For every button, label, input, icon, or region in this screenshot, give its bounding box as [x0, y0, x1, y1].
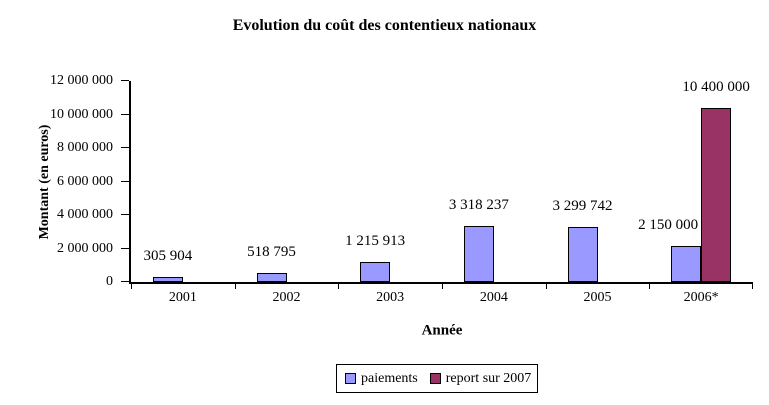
y-axis-tick: [121, 147, 129, 148]
legend-item-paiements: paiements: [345, 370, 418, 386]
bar-value-label: 10 400 000: [682, 79, 750, 95]
bar-value-label: 3 318 237: [448, 197, 509, 213]
legend-label: paiements: [361, 370, 418, 386]
bar-value-label: 518 795: [247, 244, 296, 260]
legend-swatch-icon: [345, 373, 356, 384]
x-axis-tick: [649, 284, 650, 289]
legend-label: report sur 2007: [445, 370, 532, 386]
y-axis-tick: [121, 214, 129, 215]
bar-value-label: 2 150 000: [638, 217, 699, 233]
y-tick-label: 6 000 000: [57, 174, 113, 189]
bar-paiements: [256, 273, 287, 282]
legend: paiements report sur 2007: [336, 364, 538, 393]
y-tick-label: 2 000 000: [57, 241, 113, 256]
bar-paiements: [152, 277, 183, 282]
x-axis-tick: [131, 284, 132, 289]
x-axis-tick: [442, 284, 443, 289]
x-tick-label: 2003: [376, 290, 405, 305]
x-tick-label: 2002: [272, 290, 301, 305]
x-tick-label: 2004: [479, 290, 508, 305]
x-tick-label: 2005: [583, 290, 612, 305]
y-axis-line: [129, 81, 131, 284]
x-axis-tick: [546, 284, 547, 289]
y-axis-tick: [121, 80, 129, 81]
y-tick-label: 0: [106, 274, 113, 289]
y-axis-tick: [121, 181, 129, 182]
x-axis-tick: [235, 284, 236, 289]
y-tick-label: 12 000 000: [50, 73, 113, 88]
y-tick-label: 4 000 000: [57, 207, 113, 222]
y-axis-tick: [121, 281, 129, 282]
bar-paiements: [463, 226, 494, 282]
legend-item-report-sur-2007: report sur 2007: [429, 370, 532, 386]
bar-paiements: [567, 227, 598, 282]
bar-value-label: 3 299 742: [552, 198, 613, 214]
x-axis-line: [129, 282, 753, 284]
x-tick-label: 2001: [168, 290, 197, 305]
y-tick-label: 10 000 000: [50, 107, 113, 122]
bar-value-label: 305 904: [143, 248, 193, 264]
x-axis-title: Année: [421, 322, 463, 339]
chart-title: Evolution du coût des contentieux nation…: [232, 17, 537, 34]
legend-swatch-icon: [429, 373, 441, 384]
y-tick-label: 8 000 000: [57, 140, 113, 155]
y-axis-tick: [121, 248, 129, 249]
bar-paiements: [671, 246, 702, 282]
x-tick-label: 2006*: [683, 290, 719, 305]
plot-area: 0 2 000 000 4 000 000 6 000 000 8 000 000 10 …: [50, 73, 753, 305]
x-axis-tick: [752, 284, 753, 289]
bar-value-label: 1 215 913: [345, 233, 406, 249]
x-axis-tick: [338, 284, 339, 289]
bar-paiements: [360, 262, 391, 282]
y-axis-tick: [121, 114, 129, 115]
bar-report-sur-2007: [701, 108, 732, 282]
